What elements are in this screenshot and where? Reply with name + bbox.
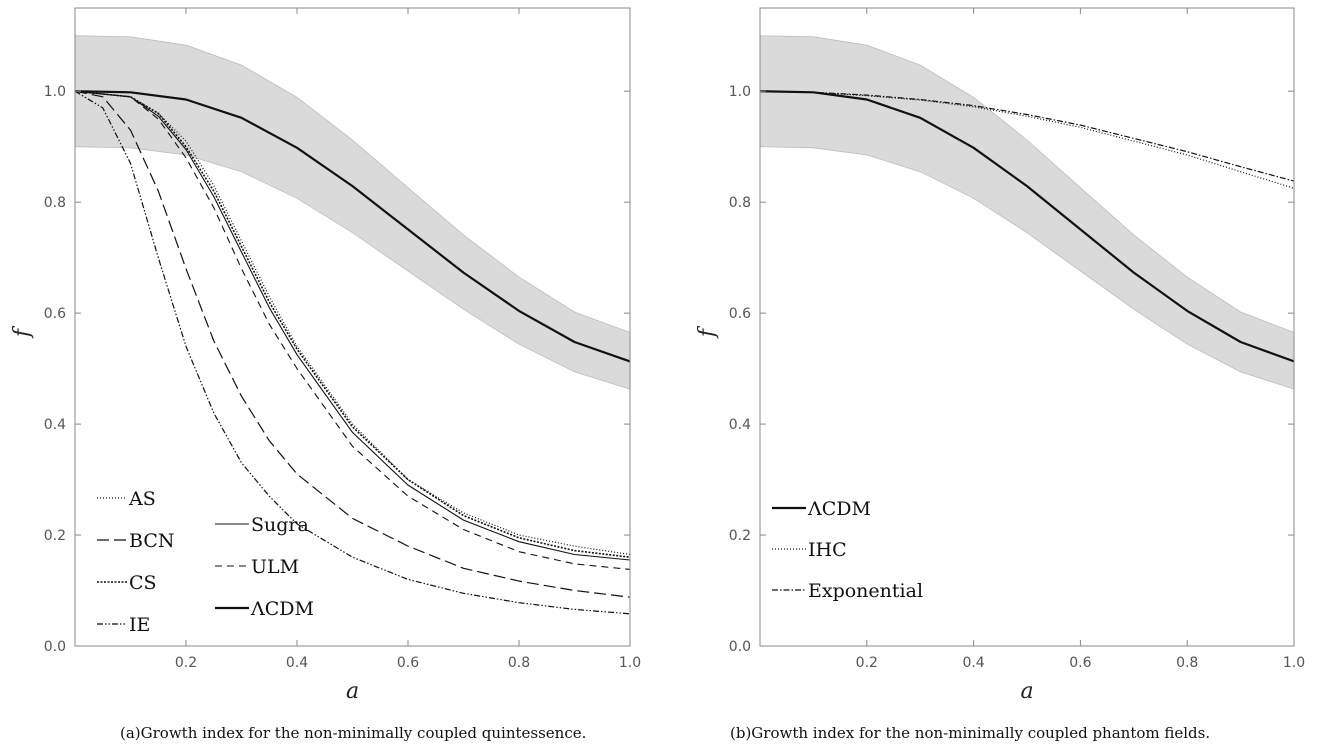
panel-b-uncertainty-band [759, 35, 1295, 390]
panel-b-legend-label-ihc: IHC [808, 539, 847, 561]
panel-a-y-tick-label: 0.2 [44, 528, 66, 544]
panel-a-x-axis-label: a [346, 679, 359, 704]
panel-b-series-lambdacdm-line [759, 90, 1295, 363]
panel-a-series-cs-line [74, 90, 631, 558]
panel-a-legend-label-cs: CS [129, 572, 157, 594]
panel-b-legend-label-exponential: Exponential [808, 580, 923, 602]
panel-b-x-tick-label: 0.2 [856, 655, 878, 671]
panel-a-series-ie-line [74, 90, 631, 615]
panel-a-y-tick-label: 0.4 [44, 417, 66, 433]
panel-a-y-tick-label: 0.8 [44, 195, 66, 211]
panel-a-legend-label-ulm: ULM [251, 556, 299, 578]
panel-b-legend-label-lambdacdm: ΛCDM [807, 498, 871, 520]
panel-a-uncertainty-band [74, 35, 631, 390]
panel-a-x-tick-label: 0.2 [175, 655, 197, 671]
panel-a-series-bcn-line [74, 90, 631, 598]
panel-b-series-exponential-line [759, 90, 1295, 182]
panel-a-x-tick-label: 0.8 [508, 655, 530, 671]
panel-a-legend-label-sugra: Sugra [251, 514, 309, 536]
panel-b-y-tick-label: 0.2 [729, 528, 751, 544]
panel-a-plot-frame [74, 7, 631, 647]
panel-a-x-tick-label: 0.4 [286, 655, 308, 671]
panel-a-legend-label-as: AS [128, 488, 156, 510]
panel-a-legend-label-lambdacdm: ΛCDM [250, 598, 314, 620]
panel-a-x-tick-label: 0.6 [397, 655, 419, 671]
panel-b-caption: (b)Growth index for the non-minimally co… [730, 724, 1210, 742]
panel-b-y-tick-label: 0.6 [729, 306, 751, 322]
panel-a-y-tick-label: 1.0 [44, 84, 66, 100]
panel-a-y-tick-label: 0.6 [44, 306, 66, 322]
panel-b-y-tick-label: 0.0 [729, 639, 751, 655]
panel-a-legend-label-ie: IE [129, 614, 150, 636]
panel-a-series-sugra-line [74, 90, 631, 561]
panel-a-series-ulm-line [74, 90, 631, 570]
panel-b-plot-frame [759, 7, 1295, 647]
panel-b-y-axis-label: f [695, 325, 720, 339]
panel-b-x-tick-label: 0.8 [1176, 655, 1198, 671]
panel-b-x-tick-label: 1.0 [1283, 655, 1305, 671]
panel-b-y-tick-label: 1.0 [729, 84, 751, 100]
panel-b-x-tick-label: 0.6 [1069, 655, 1091, 671]
panel-b-x-axis-label: a [1020, 679, 1033, 704]
panel-a-y-tick-label: 0.0 [44, 639, 66, 655]
panel-b-y-tick-label: 0.4 [729, 417, 751, 433]
panel-a-y-axis-label: f [10, 325, 35, 339]
panel-a-legend-label-bcn: BCN [129, 530, 174, 552]
panel-a-x-tick-label: 1.0 [619, 655, 641, 671]
panel-b-x-tick-label: 0.4 [962, 655, 984, 671]
panel-a-caption: (a)Growth index for the non-minimally co… [120, 724, 586, 742]
panel-b-y-tick-label: 0.8 [729, 195, 751, 211]
panel-a-series-lambdacdm-line [74, 90, 631, 363]
